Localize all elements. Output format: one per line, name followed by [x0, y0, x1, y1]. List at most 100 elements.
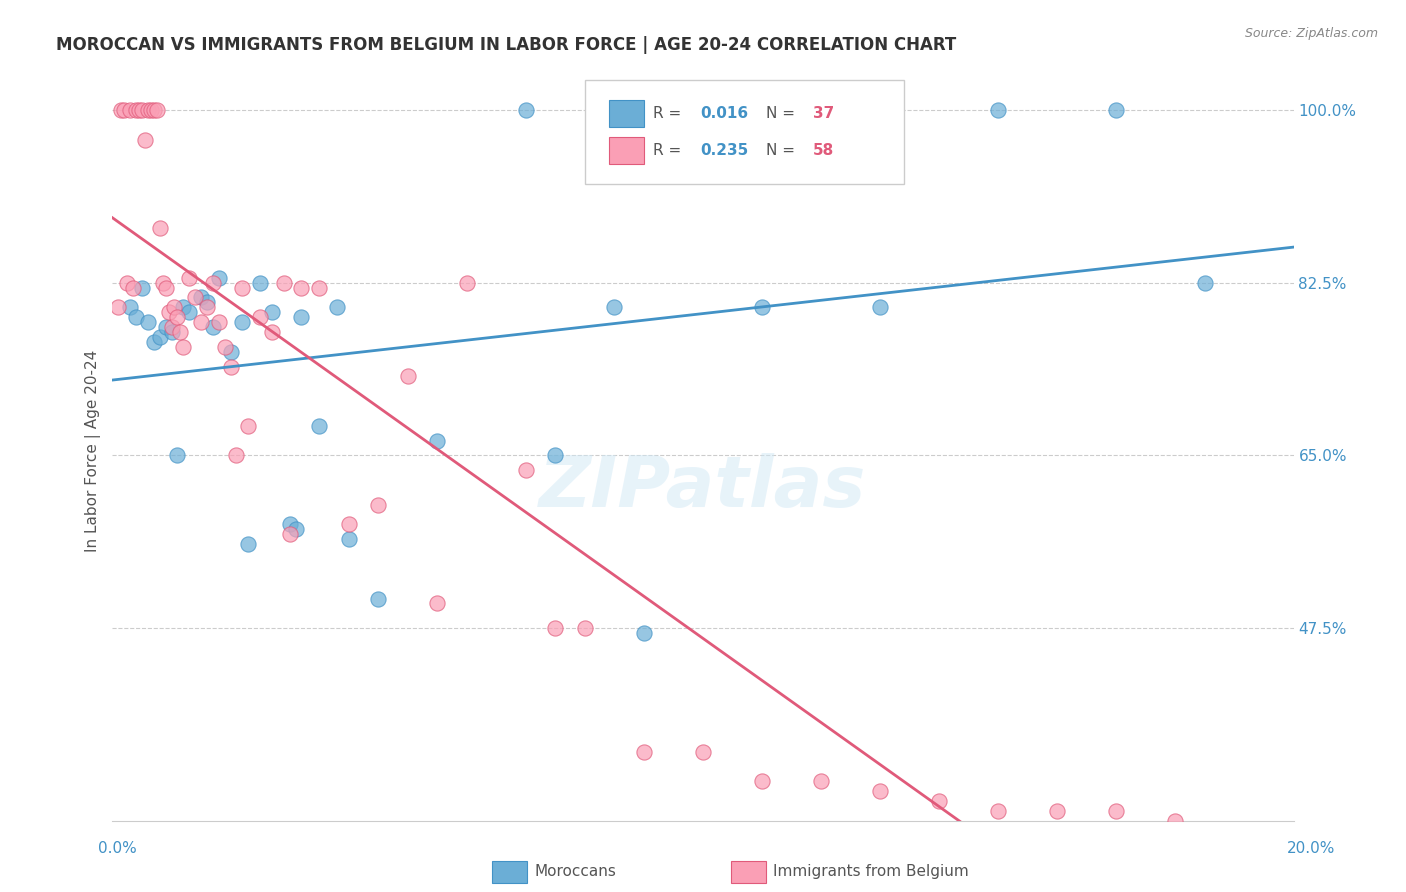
Text: N =: N =: [766, 143, 800, 158]
Point: [125, 103, 148, 117]
Text: 0.016: 0.016: [700, 106, 749, 121]
Point: [515, 463, 537, 477]
Point: [131, 280, 153, 294]
Point: [1046, 804, 1069, 818]
Point: [810, 774, 832, 789]
Point: [426, 434, 449, 448]
Point: [160, 320, 183, 334]
Point: [308, 280, 330, 294]
FancyBboxPatch shape: [585, 80, 904, 184]
Text: 58: 58: [813, 143, 834, 158]
Point: [112, 103, 135, 117]
Point: [110, 103, 132, 117]
Text: Source: ZipAtlas.com: Source: ZipAtlas.com: [1244, 27, 1378, 40]
Point: [231, 315, 253, 329]
Point: [155, 280, 177, 294]
Point: [238, 418, 260, 433]
Point: [195, 301, 218, 315]
Point: [157, 305, 180, 319]
Point: [367, 591, 389, 606]
Point: [273, 276, 295, 290]
Point: [456, 276, 478, 290]
Point: [169, 325, 191, 339]
Point: [160, 325, 183, 339]
Point: [869, 784, 891, 798]
Point: [172, 340, 194, 354]
Text: 37: 37: [813, 106, 834, 121]
Point: [136, 103, 159, 117]
Point: [155, 320, 177, 334]
Point: [219, 359, 242, 374]
Point: [208, 270, 231, 285]
Point: [184, 290, 207, 304]
Point: [544, 621, 567, 635]
Point: [396, 369, 419, 384]
Point: [166, 449, 188, 463]
Point: [751, 301, 773, 315]
Point: [337, 533, 360, 547]
Point: [142, 103, 165, 117]
Point: [134, 132, 156, 146]
Text: 0.0%: 0.0%: [98, 841, 138, 856]
Point: [249, 276, 271, 290]
Point: [208, 315, 231, 329]
Point: [122, 280, 145, 294]
Point: [1194, 276, 1216, 290]
Point: [142, 334, 165, 349]
Point: [117, 276, 138, 290]
Point: [179, 305, 201, 319]
Point: [231, 280, 253, 294]
Text: 0.235: 0.235: [700, 143, 749, 158]
Point: [201, 276, 224, 290]
Point: [603, 301, 626, 315]
Text: Immigrants from Belgium: Immigrants from Belgium: [773, 864, 969, 879]
Text: 20.0%: 20.0%: [1288, 841, 1336, 856]
Point: [278, 517, 301, 532]
Y-axis label: In Labor Force | Age 20-24: In Labor Force | Age 20-24: [86, 350, 101, 551]
Point: [163, 301, 186, 315]
Text: R =: R =: [654, 143, 686, 158]
Point: [139, 103, 162, 117]
Point: [308, 418, 330, 433]
Text: R =: R =: [654, 106, 686, 121]
Point: [290, 310, 312, 325]
Point: [326, 301, 349, 315]
Point: [928, 794, 950, 808]
Point: [633, 745, 655, 759]
Point: [131, 103, 153, 117]
Point: [1164, 814, 1187, 828]
Point: [166, 310, 188, 325]
Text: Moroccans: Moroccans: [534, 864, 616, 879]
Point: [249, 310, 271, 325]
Point: [190, 315, 212, 329]
Point: [195, 295, 218, 310]
FancyBboxPatch shape: [609, 137, 644, 164]
Point: [290, 280, 312, 294]
Point: [172, 301, 194, 315]
Text: ZIPatlas: ZIPatlas: [540, 453, 866, 522]
Point: [426, 597, 449, 611]
Point: [125, 310, 148, 325]
Point: [149, 221, 172, 235]
Text: MOROCCAN VS IMMIGRANTS FROM BELGIUM IN LABOR FORCE | AGE 20-24 CORRELATION CHART: MOROCCAN VS IMMIGRANTS FROM BELGIUM IN L…: [56, 36, 956, 54]
Point: [869, 301, 891, 315]
Point: [574, 621, 596, 635]
Point: [633, 626, 655, 640]
Point: [367, 498, 389, 512]
FancyBboxPatch shape: [609, 100, 644, 127]
Point: [260, 305, 283, 319]
Point: [146, 103, 169, 117]
Point: [120, 301, 142, 315]
Point: [987, 804, 1010, 818]
Point: [219, 344, 242, 359]
Point: [128, 103, 150, 117]
Point: [225, 449, 247, 463]
Point: [238, 537, 260, 551]
Point: [1105, 804, 1128, 818]
Text: N =: N =: [766, 106, 800, 121]
Point: [987, 103, 1010, 117]
Point: [544, 449, 567, 463]
Point: [107, 301, 129, 315]
Point: [152, 276, 174, 290]
Point: [751, 774, 773, 789]
